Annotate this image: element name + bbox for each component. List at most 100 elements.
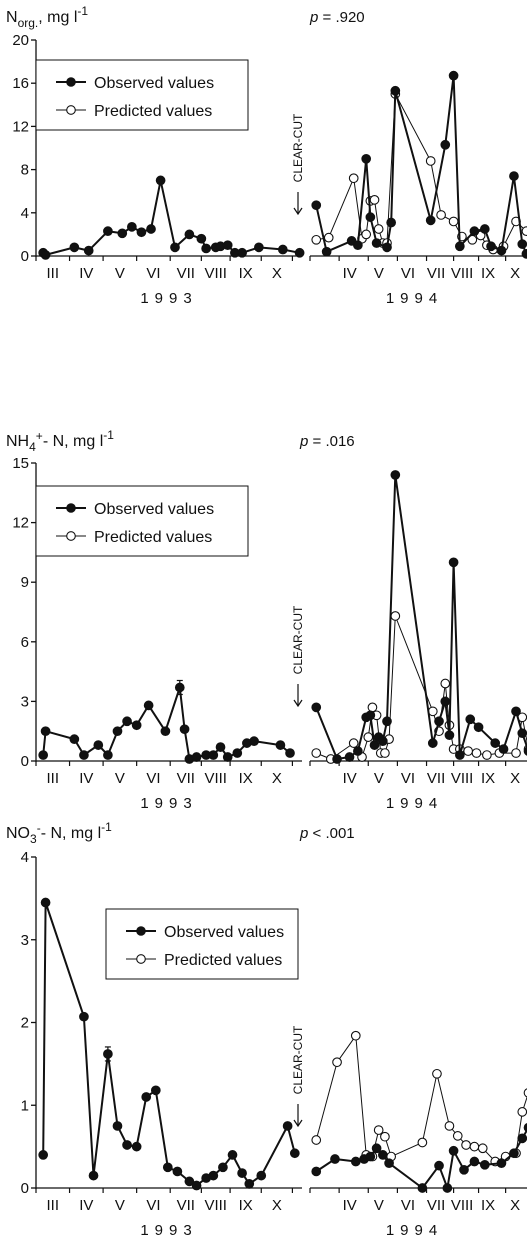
y-tick-label: 1 [21, 1097, 29, 1114]
point-observed [256, 1170, 267, 1181]
chart-panel-1: 0 4 8 12 16 20 III IV V VI VII VIII IX X IV V VI VII VIII I… [6, 4, 527, 307]
p-number: = .016 [308, 433, 354, 450]
series-line [42, 686, 291, 760]
point-observed [131, 1141, 142, 1152]
series-predicted-1994 [311, 1030, 527, 1167]
point-observed [131, 720, 142, 731]
point-observed [361, 153, 372, 164]
point-predicted [448, 216, 459, 227]
y-tick-label: 15 [12, 455, 29, 472]
ylabel-unit: - N, mg l [43, 433, 103, 450]
point-observed [232, 748, 243, 758]
point-observed [141, 1092, 152, 1102]
point-observed [440, 139, 451, 150]
point-predicted [477, 1143, 488, 1154]
point-observed [390, 470, 401, 480]
x-month-label: IV [79, 1197, 93, 1214]
point-observed [155, 175, 166, 186]
p-value: p < .001 [299, 825, 355, 842]
point-observed [496, 1158, 507, 1169]
y-tick-label: 12 [12, 515, 29, 532]
point-predicted [511, 748, 521, 758]
series-line [316, 93, 527, 250]
ylabel-superscript: -1 [103, 428, 114, 442]
point-observed [490, 738, 501, 748]
point-observed [162, 1162, 173, 1173]
point-observed [143, 700, 154, 711]
point-observed [459, 1164, 469, 1175]
point-predicted [369, 194, 380, 205]
clear-cut-arrow-head [293, 1119, 303, 1128]
p-value: p = .016 [299, 433, 355, 450]
point-observed [191, 1180, 202, 1191]
point-observed [218, 1162, 228, 1173]
ylabel-unit: - N, mg l [41, 825, 101, 842]
y-tick-label: 9 [21, 574, 29, 591]
x-month-label: X [272, 770, 282, 787]
legend-label-predicted: Predicted values [94, 103, 212, 120]
x-month-label: VII [177, 770, 195, 787]
point-observed [517, 728, 527, 739]
point-observed [390, 85, 401, 96]
point-observed [184, 229, 195, 240]
point-observed [369, 740, 380, 750]
x-month-label: VIII [204, 1197, 227, 1214]
x-month-label: V [374, 770, 384, 787]
point-predicted [332, 1057, 342, 1068]
point-observed [196, 233, 207, 244]
point-predicted [521, 226, 527, 237]
point-observed [321, 246, 332, 257]
point-observed [244, 1179, 255, 1189]
point-observed [208, 1170, 219, 1181]
point-observed [382, 716, 392, 727]
clear-cut-arrow-head [293, 207, 303, 216]
point-observed [170, 242, 180, 253]
point-observed [285, 748, 295, 758]
y-axis-label: NO3-- N, mg l-1 [6, 820, 112, 846]
point-observed [371, 238, 382, 248]
x-month-label: VIII [204, 770, 227, 787]
ylabel-charge: + [36, 429, 43, 443]
x-month-label: X [510, 1197, 520, 1214]
point-observed [40, 897, 51, 908]
point-observed [434, 1160, 444, 1171]
point-observed [377, 1150, 388, 1160]
point-observed [523, 1122, 527, 1133]
point-observed [249, 736, 259, 746]
series-observed-1994 [311, 1122, 527, 1193]
x-month-label: V [115, 770, 125, 787]
year-label-1993: 1993 [140, 290, 197, 307]
legend: Observed values Predicted values [35, 485, 249, 557]
legend-marker-predicted [66, 105, 76, 115]
x-month-label: IX [481, 1197, 495, 1214]
series-line [316, 615, 527, 760]
point-predicted [350, 1030, 361, 1041]
x-month-label: VIII [451, 770, 474, 787]
point-observed [448, 70, 459, 81]
ylabel-subscript: 4 [29, 440, 36, 454]
point-observed [425, 215, 436, 226]
point-observed [208, 750, 219, 760]
point-predicted [482, 750, 492, 760]
legend-marker-observed [136, 926, 146, 936]
point-observed [486, 241, 496, 252]
point-observed [69, 734, 80, 744]
point-observed [150, 1085, 161, 1096]
point-observed [282, 1121, 293, 1131]
x-month-label: IV [343, 1197, 357, 1214]
x-month-label: IV [343, 770, 357, 787]
point-observed [332, 754, 342, 764]
y-tick-label: 3 [21, 693, 29, 710]
point-predicted [361, 229, 372, 240]
point-observed [179, 724, 190, 735]
point-observed [79, 1011, 89, 1022]
point-predicted [311, 234, 322, 245]
y-tick-label: 2 [21, 1015, 29, 1032]
year-label-1993: 1993 [140, 795, 197, 812]
point-predicted [363, 732, 374, 743]
point-observed [382, 242, 392, 253]
point-observed [117, 228, 128, 239]
year-label-1994: 1994 [386, 1222, 443, 1239]
point-predicted [471, 748, 482, 758]
x-month-label: VII [427, 265, 445, 282]
